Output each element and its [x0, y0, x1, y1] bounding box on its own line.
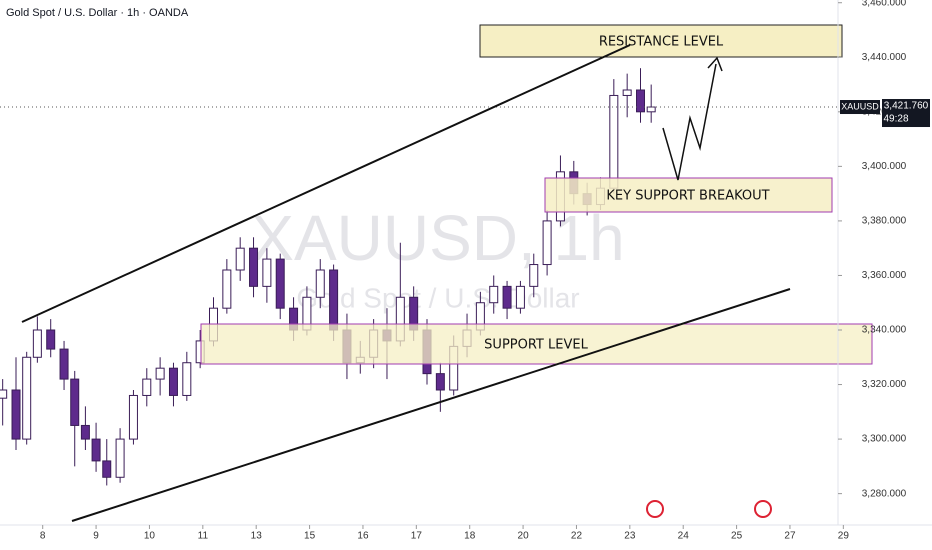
x-tick-label: 17	[411, 531, 423, 542]
x-tick-label: 13	[251, 531, 263, 542]
candle-body	[529, 264, 539, 287]
y-tick-label: 3,280.000	[862, 488, 907, 499]
y-tick-label: 3,360.000	[862, 270, 907, 281]
y-tick-label: 3,400.000	[862, 161, 907, 172]
x-tick-label: 10	[144, 531, 156, 542]
candle-body	[168, 367, 178, 396]
candle-body	[11, 389, 21, 440]
chart-title: Gold Spot / U.S. Dollar · 1h · OANDA	[6, 7, 189, 19]
x-tick-label: 8	[40, 531, 46, 542]
candle-body	[315, 269, 325, 298]
candle-body	[249, 247, 259, 287]
candle-body	[646, 106, 656, 113]
support-label: SUPPORT LEVEL	[484, 338, 588, 353]
x-tick-label: 11	[198, 531, 209, 542]
x-tick-label: 20	[518, 531, 530, 542]
x-tick-label: 29	[838, 531, 850, 542]
candle-body	[46, 329, 56, 350]
candle-body	[515, 285, 525, 309]
upper-channel-line	[21, 44, 631, 323]
resistance-box	[479, 24, 843, 58]
watermark-subtitle: Gold Spot / U.S. Dollar	[296, 282, 579, 313]
candle-body	[502, 285, 512, 309]
y-tick-label: 3,380.000	[862, 216, 907, 227]
candle-body	[142, 378, 152, 396]
key-support-label: KEY SUPPORT BREAKOUT	[606, 189, 769, 204]
candle-body	[636, 89, 646, 113]
y-tick-label: 3,300.000	[862, 434, 907, 445]
candle-body	[102, 460, 112, 478]
y-tick-label: 3,440.000	[862, 52, 907, 63]
symbol-label: XAUUSD	[841, 101, 879, 111]
candle-body	[115, 438, 125, 478]
candle-body	[22, 356, 32, 440]
projection-arrow	[662, 63, 717, 181]
price-label: 3,421.760	[884, 101, 929, 112]
candle-body	[235, 247, 245, 271]
event-icon[interactable]	[754, 500, 772, 518]
x-tick-label: 9	[93, 531, 99, 542]
candle-body	[128, 394, 138, 440]
resistance-label: RESISTANCE LEVEL	[599, 35, 724, 50]
arrow-head	[707, 56, 723, 72]
candle-body	[622, 89, 632, 96]
symbol-tag	[840, 100, 880, 115]
candle-body	[262, 258, 272, 287]
candle-body	[0, 389, 8, 399]
candle-body	[59, 348, 69, 380]
x-tick-label: 15	[304, 531, 316, 542]
candle-body	[32, 329, 42, 358]
price-tag	[882, 99, 930, 128]
candle-body	[70, 378, 80, 426]
candle-body	[329, 269, 339, 331]
x-tick-label: 22	[571, 531, 583, 542]
y-tick-label: 3,320.000	[862, 379, 907, 390]
candle-body	[542, 220, 552, 266]
support-box	[200, 323, 873, 365]
countdown: 49:28	[883, 114, 908, 125]
lower-channel-line	[71, 288, 791, 522]
x-tick-label: 18	[464, 531, 476, 542]
candle-body	[182, 362, 192, 396]
watermark: XAUUSD, 1h	[251, 202, 624, 274]
candle-body	[91, 438, 101, 462]
candle-body	[489, 285, 499, 304]
candle-body	[275, 258, 285, 309]
candle-body	[435, 373, 445, 391]
y-tick-label: 3,340.000	[862, 325, 907, 336]
x-tick-label: 27	[784, 531, 796, 542]
candle-body	[80, 424, 90, 440]
x-tick-label: 24	[678, 531, 690, 542]
event-icon[interactable]	[646, 500, 664, 518]
key-support-box	[544, 177, 833, 213]
candle-body	[222, 269, 232, 309]
axes: 3,280.000 3,300.000 3,320.000 3,340.000 3,36…	[40, 0, 930, 542]
x-tick-label: 16	[357, 531, 369, 542]
x-tick-label: 25	[731, 531, 743, 542]
candle-body	[609, 94, 619, 189]
y-tick-label: 3,460.000	[862, 0, 907, 8]
x-tick-label: 23	[624, 531, 636, 542]
candle-body	[155, 367, 165, 380]
